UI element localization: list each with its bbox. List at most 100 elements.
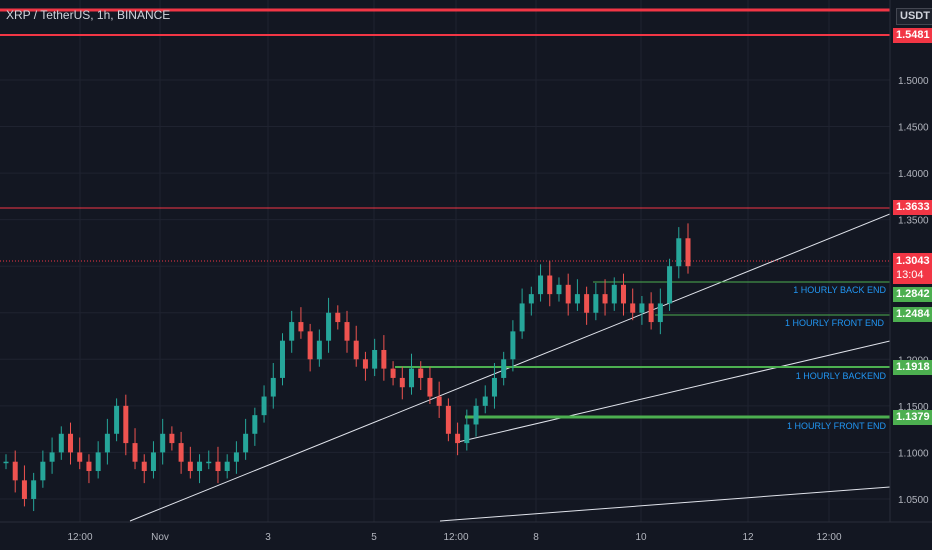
price-badge-1-2842: 1.2842 [893,287,932,302]
candle-body [482,396,488,406]
candle-body [40,461,46,481]
candle-body [187,461,193,472]
candle-body [197,461,203,472]
candle-body [289,322,295,341]
candle-body [206,461,212,464]
candle-body [31,480,37,499]
price-tick-label: 1.1000 [898,448,929,459]
time-tick-label: 8 [533,532,539,543]
price-tick-label: 1.4000 [898,169,929,180]
candle-body [114,405,120,434]
candle-body [418,368,424,378]
candle-body [611,284,617,304]
price-tick-label: 1.1500 [898,402,929,413]
candle-body [372,349,378,369]
candle-body [602,294,608,304]
candle-body [473,405,479,425]
candle-body [150,452,156,472]
time-tick-label: 3 [265,532,271,543]
candle-body [639,303,645,313]
time-tick-label: 10 [635,532,647,543]
candle-body [224,461,230,472]
candle-body [132,443,138,462]
time-tick-label: 5 [371,532,377,543]
candle-body [556,284,562,295]
price-tick-label: 1.4500 [898,123,929,134]
candle-body [620,284,626,304]
candle-body [58,433,64,453]
trendline-low [439,486,891,522]
candle-body [261,396,267,416]
candle-body [676,238,682,267]
time-tick-label: Nov [151,532,169,543]
candle-body [455,433,461,444]
price-badge-1-2484: 1.2484 [893,307,932,322]
candle-body [436,396,442,406]
candle-body [445,405,451,434]
candle-body [123,405,129,444]
time-tick-label: 12:00 [443,532,468,543]
price-tick-label: 1.0500 [898,495,929,506]
price-badge-1-1379: 1.1379 [893,410,932,425]
candle-body [307,331,313,360]
candle-body [326,312,332,341]
price-tick-label: 1.3500 [898,216,929,227]
candle-body [77,452,83,462]
candle-body [353,340,359,360]
candle-body [243,433,249,453]
symbol-title: XRP / TetherUS, 1h, BINANCE [6,8,171,22]
candle-body [427,377,433,397]
candle-body [279,340,285,378]
candle-body [381,349,387,369]
candle-body [565,284,571,304]
annotation-backend: 1 HOURLY BACKEND [796,371,887,381]
candle-body [95,452,101,472]
candle-body [233,452,239,462]
trendline-mid [457,340,891,443]
candle-body [169,433,175,444]
candle-body [21,480,27,499]
candle-body [344,322,350,341]
candle-body [538,275,544,295]
candle-body [316,340,322,360]
candle-body [409,368,415,388]
candle-body [390,368,396,378]
candle-body [86,461,92,472]
candle-body [547,275,553,295]
candle-body [215,461,221,472]
candle-body [667,266,673,304]
candle-body [104,433,110,453]
price-badge-1-5481: 1.5481 [893,28,932,43]
price-badge-1-3633: 1.3633 [893,200,932,215]
candle-body [362,359,368,369]
candle-body [648,303,654,323]
candle-body [584,294,590,313]
candle-body [519,303,525,332]
candle-body [685,238,691,267]
candle-body [399,377,405,388]
candle-body [3,461,9,464]
candle-body [528,294,534,304]
candle-body [49,452,55,462]
price-badge-last: 1.3043 13:04 [893,253,932,284]
currency-badge[interactable]: USDT [896,8,932,25]
candle-body [574,294,580,304]
candle-body [464,424,470,444]
time-tick-label: 12:00 [67,532,92,543]
candle-body [12,461,18,481]
annotation-front-end-2: 1 HOURLY FRONT END [787,421,887,431]
candle-body [160,433,166,453]
candle-body [68,433,74,453]
candle-body [491,377,497,397]
candle-body [335,312,341,323]
candle-body [657,303,663,323]
candle-body [252,415,258,434]
annotation-front-end: 1 HOURLY FRONT END [785,318,885,328]
time-axis[interactable]: 12:00 Nov 3 5 12:00 8 10 12 12:00 [0,521,932,543]
last-price-value: 1.3043 [896,255,930,267]
candle-body [270,377,276,397]
candle-body [141,461,147,472]
price-tick-label: 1.5000 [898,76,929,87]
candlestick-series[interactable] [3,223,691,512]
